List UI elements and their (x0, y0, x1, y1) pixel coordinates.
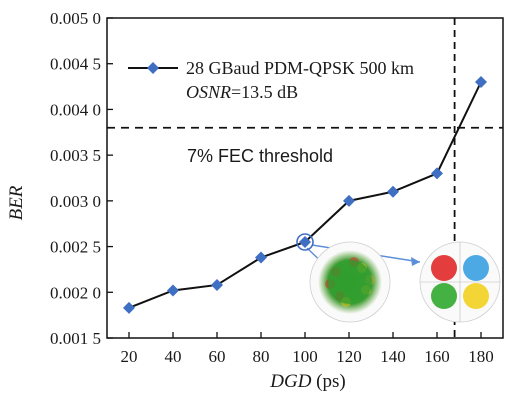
data-point (475, 76, 487, 88)
data-point (343, 194, 355, 207)
x-tick-label: 140 (380, 347, 406, 366)
data-point (255, 251, 267, 264)
y-tick-label: 0.001 5 (50, 329, 101, 348)
x-tick-label: 40 (165, 347, 182, 366)
highlight-ring (296, 233, 314, 251)
y-tick-label: 0.003 5 (50, 146, 101, 165)
legend-series-name: 28 GBaud PDM-QPSK 500 km (186, 58, 414, 78)
x-tick-label: 20 (121, 347, 138, 366)
callout-arrowhead (411, 257, 420, 266)
y-tick-label: 0.002 0 (50, 283, 101, 302)
y-tick-label: 0.004 0 (50, 100, 101, 119)
y-tick-label: 0.003 0 (50, 192, 101, 211)
inset-cluster (463, 255, 489, 281)
y-tick-label: 0.002 5 (50, 238, 101, 257)
x-tick-label: 160 (424, 347, 450, 366)
data-point (167, 284, 179, 297)
legend: 28 GBaud PDM-QPSK 500 km OSNR=13.5 dB (128, 58, 414, 102)
data-point (431, 167, 443, 180)
legend-osnr: OSNR=13.5 dB (186, 82, 298, 102)
x-axis-label-var: DGD (269, 371, 311, 392)
series-layer (123, 76, 487, 314)
fec-threshold-label: 7% FEC threshold (187, 146, 333, 166)
inset-cluster (431, 255, 457, 281)
x-tick-label: 180 (468, 347, 494, 366)
legend-marker (147, 62, 159, 74)
y-axis-label: BER (6, 185, 27, 220)
inset-cluster-core (328, 260, 372, 304)
constellation-insets (306, 241, 501, 323)
x-axis-label-unit: (ps) (311, 371, 345, 392)
inset-cluster (463, 283, 489, 309)
legend-osnr-value: =13.5 dB (231, 82, 298, 102)
data-point (299, 236, 311, 248)
x-tick-label: 120 (336, 347, 362, 366)
data-point (387, 185, 399, 198)
x-tick-label: 80 (253, 347, 270, 366)
x-axis-label: DGD (ps) (269, 371, 345, 392)
inset-cluster (431, 283, 457, 309)
x-tick-label: 60 (209, 347, 226, 366)
x-tick-label: 100 (292, 347, 318, 366)
data-point (211, 278, 223, 291)
axes: 0.001 5 0.002 0 0.002 5 0.003 0 0.003 5 0.004… (50, 9, 504, 366)
y-tick-label: 0.005 0 (50, 9, 101, 28)
y-tick-label: 0.004 5 (50, 55, 101, 74)
data-point (123, 301, 135, 314)
legend-osnr-label: OSNR (186, 82, 231, 102)
